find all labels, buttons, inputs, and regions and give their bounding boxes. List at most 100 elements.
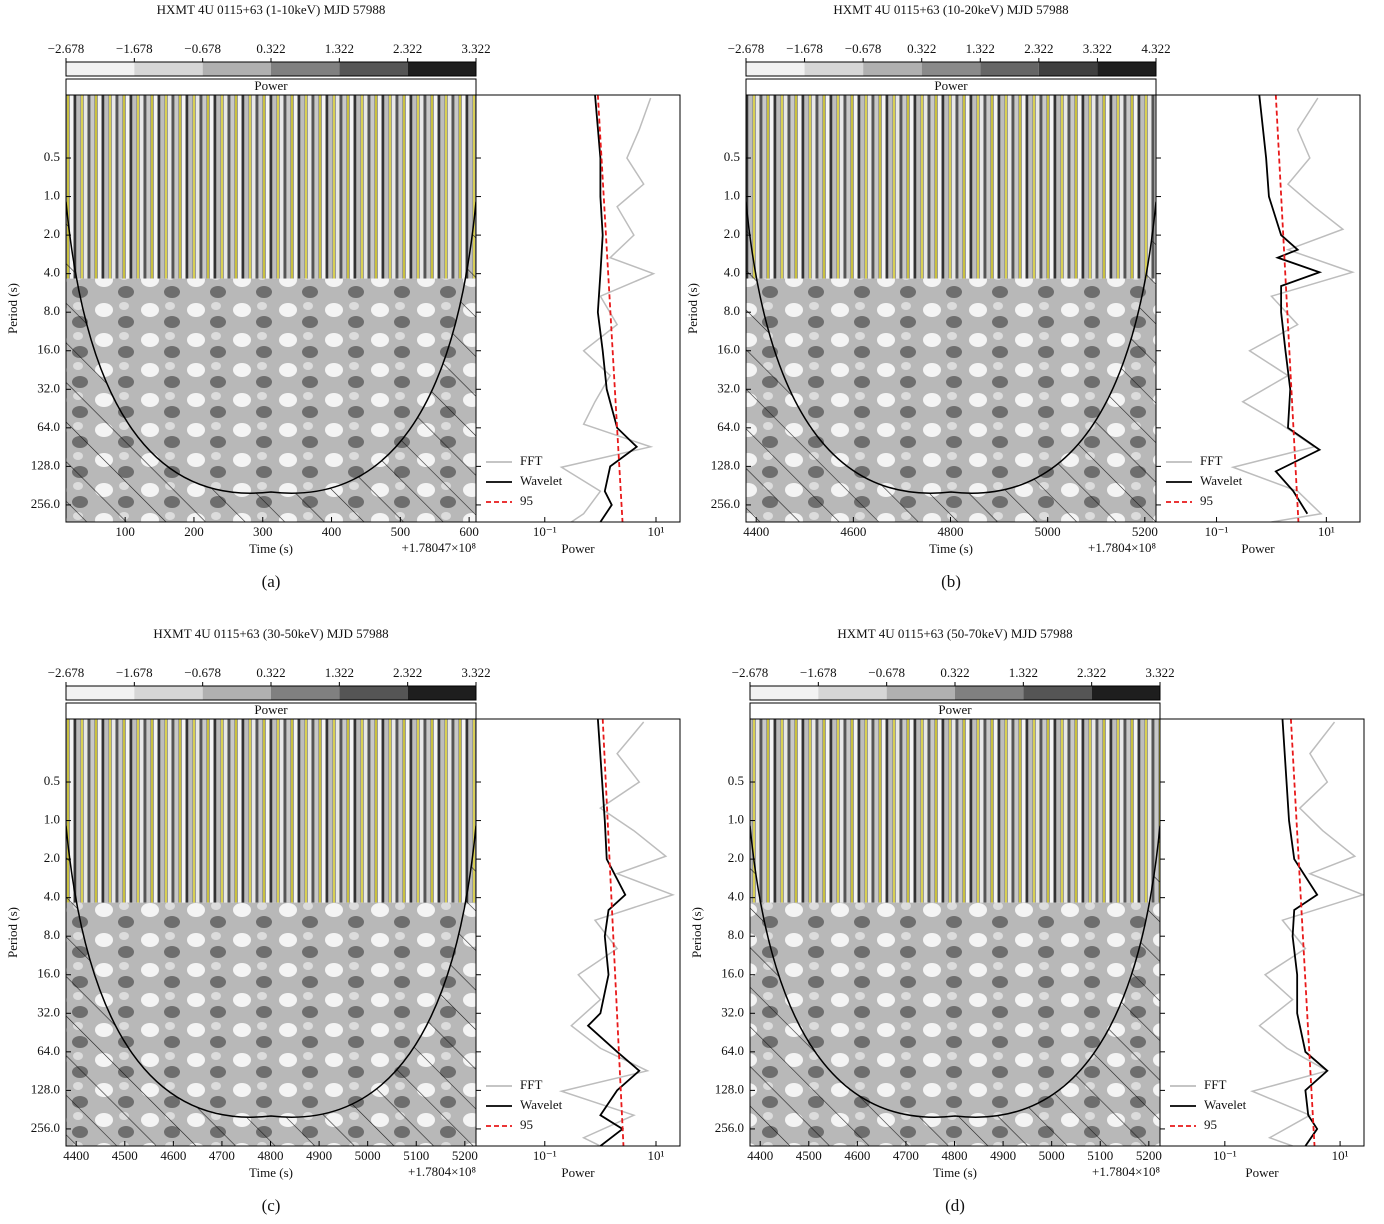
wavelet-image (750, 719, 1160, 1146)
y-tick-label: 8.0 (44, 927, 60, 942)
wavelet-image (66, 95, 476, 522)
side-x-tick-label: 10¹ (648, 524, 665, 539)
coi-hatch (66, 201, 476, 522)
x-offset: +1.78047×10⁸ (402, 540, 477, 555)
coi-hatch (750, 825, 1160, 1146)
colorbar-segment (66, 62, 135, 76)
x-tick-label: 4400 (747, 1148, 773, 1163)
y-tick-label: 1.0 (44, 812, 60, 827)
colorbar-segment (1097, 62, 1156, 76)
x-tick-label: 4800 (942, 1148, 968, 1163)
colorbar-segment (339, 62, 408, 76)
x-tick-label: 5200 (1132, 524, 1158, 539)
y-axis-label: Period (s) (5, 283, 20, 334)
colorbar-segment (750, 686, 819, 700)
y-tick-label: 128.0 (31, 1081, 60, 1096)
coi-line (746, 201, 1156, 494)
y-tick-label: 256.0 (31, 496, 60, 511)
colorbar-segment (804, 62, 864, 76)
colorbar-segment (407, 686, 476, 700)
x-tick-label: 4600 (844, 1148, 870, 1163)
y-tick-label: 128.0 (715, 1081, 744, 1096)
colorbar-frame (65, 61, 477, 77)
y-tick-label: 0.5 (724, 149, 740, 164)
colorbar-tick-label: 3.322 (1083, 41, 1112, 56)
chart-title: HXMT 4U 0115+63 (10-20keV) MJD 57988 (833, 2, 1068, 17)
colorbar-tick-label: 2.322 (393, 665, 422, 680)
colorbar-segment (339, 686, 408, 700)
colorbar-segment (955, 686, 1024, 700)
coi-line (66, 201, 476, 494)
colorbar-tick-label: −2.678 (728, 41, 765, 56)
y-tick-label: 16.0 (717, 342, 740, 357)
x-tick-label: 4600 (840, 524, 866, 539)
caption: (a) (262, 572, 281, 591)
y-tick-label: 0.5 (728, 773, 744, 788)
y-tick-label: 2.0 (44, 226, 60, 241)
x-tick-label: 4500 (112, 1148, 138, 1163)
y-tick-label: 256.0 (711, 496, 740, 511)
y-tick-label: 16.0 (37, 966, 60, 981)
side-x-tick-label: 10¹ (1318, 524, 1335, 539)
colorbar-segment (746, 62, 805, 76)
colorbar-tick-label: −0.678 (184, 41, 221, 56)
y-tick-label: 32.0 (721, 1004, 744, 1019)
side-frame (1155, 94, 1361, 523)
side-plot (1250, 719, 1364, 1146)
y-tick-label: 16.0 (721, 966, 744, 981)
x-tick-label: 600 (459, 524, 479, 539)
colorbar-tick-label: 0.322 (940, 665, 969, 680)
x-offset: +1.7804×10⁸ (408, 1164, 476, 1179)
colorbar-frame (749, 685, 1161, 701)
colorbar-tick-label: 2.322 (1077, 665, 1106, 680)
y-tick-label: 32.0 (37, 380, 60, 395)
x-tick-label: 4700 (893, 1148, 919, 1163)
legend-label: Wavelet (1200, 473, 1243, 488)
x-tick-label: 4600 (160, 1148, 186, 1163)
side-x-axis-label: Power (1245, 1165, 1279, 1180)
x-tick-label: 5100 (1087, 1148, 1113, 1163)
colorbar-tick-label: −1.678 (800, 665, 837, 680)
side-plot (559, 95, 656, 522)
legend-label: 95 (1200, 493, 1213, 508)
colorbar-tick-label: −0.678 (845, 41, 882, 56)
x-axis-label: Time (s) (933, 1165, 977, 1180)
series-line (1230, 97, 1355, 522)
series-line (558, 721, 676, 1146)
colorbar-tick-label: 3.322 (461, 41, 490, 56)
chart-title: HXMT 4U 0115+63 (30-50keV) MJD 57988 (153, 626, 388, 641)
y-tick-label: 8.0 (724, 303, 740, 318)
colorbar-tick-label: 3.322 (1145, 665, 1174, 680)
colorbar-frame (745, 61, 1157, 77)
x-tick-label: 300 (253, 524, 273, 539)
texture-high (750, 719, 1160, 903)
colorbar-segment (66, 686, 135, 700)
colorbar-label: Power (934, 78, 968, 93)
y-tick-label: 32.0 (37, 1004, 60, 1019)
colorbar-tick-label: −1.678 (116, 41, 153, 56)
side-frame (475, 718, 681, 1147)
series-line (1250, 721, 1364, 1146)
legend-label: Wavelet (1204, 1097, 1247, 1112)
x-offset: +1.7804×10⁸ (1088, 540, 1156, 555)
y-tick-label: 2.0 (724, 226, 740, 241)
colorbar-segment (886, 686, 955, 700)
legend-label: FFT (520, 1077, 542, 1092)
side-x-tick-label: 10⁻¹ (1205, 524, 1229, 539)
y-axis-label: Period (s) (685, 283, 700, 334)
y-tick-label: 2.0 (728, 850, 744, 865)
x-offset: +1.7804×10⁸ (1092, 1164, 1160, 1179)
colorbar-label: Power (254, 78, 288, 93)
side-frame (1159, 718, 1365, 1147)
x-tick-label: 5000 (1035, 524, 1061, 539)
series-line (1274, 95, 1300, 522)
x-tick-label: 4900 (990, 1148, 1016, 1163)
legend-label: FFT (1200, 453, 1222, 468)
colorbar-tick-label: 0.322 (256, 665, 285, 680)
colorbar-segment (202, 62, 271, 76)
y-tick-label: 0.5 (44, 773, 60, 788)
y-tick-label: 4.0 (728, 889, 744, 904)
caption: (b) (941, 572, 961, 591)
